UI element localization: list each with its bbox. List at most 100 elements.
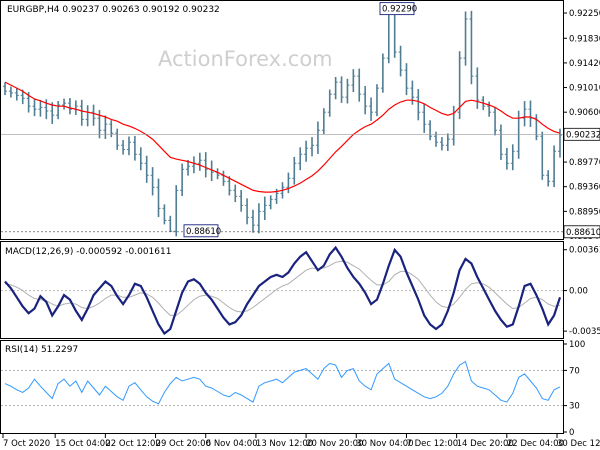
ohlc-bar [20, 89, 25, 105]
ohlc-bar [144, 155, 149, 183]
ohlc-bar [327, 89, 332, 117]
watermark: ActionForex.com [158, 47, 333, 71]
ohlc-bar [310, 137, 315, 157]
rsi-axis-ticks: 100 70 30 0 [563, 340, 585, 438]
ohlc-bar [404, 63, 409, 96]
ohlc-bar [50, 102, 55, 124]
ohlc-bar [374, 84, 379, 117]
ohlc-bar [321, 108, 326, 135]
ohlc-bar [463, 11, 468, 66]
ohlc-bar [186, 159, 191, 176]
rsi-tick-label: 0 [569, 428, 574, 438]
ohlc-bar [180, 163, 185, 197]
last-price-box [563, 127, 600, 141]
ohlc-bar [79, 99, 84, 126]
ohlc-bar [138, 147, 143, 171]
ohlc-bar [345, 78, 350, 104]
time-tick-label: 13 Nov 12:00 [256, 439, 313, 449]
ohlc-bar [132, 135, 137, 161]
ohlc-bar [233, 184, 238, 203]
macd-panel-frame [0, 241, 564, 339]
time-tick-label: 7 Dec 12:00 [406, 439, 458, 449]
ohlc-bar [439, 137, 444, 151]
ohlc-bar [510, 144, 515, 171]
ohlc-bar [522, 101, 527, 127]
price-panel: EURGBP,H4 0.90237 0.90263 0.90192 0.9023… [0, 0, 600, 242]
low-callout-box [183, 224, 219, 238]
ohlc-bar [203, 152, 208, 178]
ohlc-bar [552, 145, 557, 188]
time-tick-label: 7 Oct 2020 [3, 439, 50, 449]
high-callout-box [379, 2, 415, 16]
macd-axis-ticks: 0.003615 0.00 -0.003592 [563, 246, 600, 337]
ohlc-bar [126, 136, 131, 156]
ohlc-bar [239, 189, 244, 212]
ohlc-bar [540, 131, 545, 180]
rsi-tick-label: 70 [569, 366, 580, 376]
time-tick-label: 22 Oct 12:00 [105, 439, 160, 449]
macd-tick-label: 0.00 [569, 287, 588, 297]
ohlc-bar [8, 86, 13, 98]
ohlc-bar [422, 103, 427, 133]
ohlc-bar [14, 87, 19, 101]
ohlc-bar [38, 99, 43, 117]
ohlc-bar [333, 76, 338, 100]
ohlc-bar [339, 76, 344, 103]
time-tick-label: 30 Dec 12:00 [557, 439, 600, 449]
last-price-label: 0.90232 [566, 130, 600, 140]
ohlc-bar [416, 89, 421, 121]
low-callout-label: 0.88610 [186, 227, 221, 237]
time-tick-label: 20 Nov 20:00 [306, 439, 363, 449]
ohlc-bar [197, 152, 202, 171]
price-bars [3, 7, 562, 237]
rsi-panel: RSI(14) 51.2297 100 70 30 0 [0, 340, 585, 438]
ohlc-bar [558, 128, 562, 158]
ohlc-bar [369, 97, 374, 121]
price-level-labels: 0.90232 0.88610 0.88610 0.92290 [1, 2, 600, 239]
ohlc-bar [62, 98, 67, 110]
ohlc-bar [286, 172, 291, 194]
ohlc-bar [56, 101, 61, 120]
ohlc-bar [150, 167, 155, 196]
time-tick-label: 22 Dec 04:00 [507, 439, 564, 449]
macd-main-line [4, 245, 562, 336]
rsi-line [4, 360, 561, 405]
ohlc-bar [469, 10, 474, 85]
moving-average-line [4, 81, 561, 193]
ohlc-bar [32, 99, 37, 117]
low-axis-label: 0.88610 [566, 228, 600, 238]
ohlc-bar [398, 45, 403, 77]
high-callout-label: 0.92290 [382, 5, 417, 15]
ohlc-bar [363, 86, 368, 115]
price-panel-frame [0, 0, 564, 240]
ohlc-bar [262, 196, 267, 221]
ohlc-bar [315, 121, 320, 154]
macd-tick-label: -0.003592 [569, 327, 600, 337]
ohlc-bar [91, 104, 96, 126]
ohlc-bar [3, 82, 7, 96]
macd-signal-line [4, 260, 561, 316]
ohlc-bar [380, 53, 385, 93]
ohlc-bar [103, 115, 108, 139]
rsi-panel-frame [0, 340, 564, 434]
ohlc-bar [174, 185, 179, 237]
ohlc-bar [445, 133, 450, 151]
low-axis-box [563, 225, 600, 239]
ohlc-bar [546, 170, 551, 187]
price-panel-title: EURGBP,H4 0.90237 0.90263 0.90192 0.9023… [7, 5, 220, 15]
ohlc-bar [351, 69, 356, 93]
ohlc-bar [156, 178, 161, 218]
ohlc-bar [250, 209, 255, 233]
ohlc-bar [498, 124, 503, 161]
ohlc-bar [115, 128, 120, 150]
ohlc-bar [292, 156, 297, 185]
rsi-level-lines [1, 369, 563, 407]
ohlc-bar [121, 140, 126, 155]
